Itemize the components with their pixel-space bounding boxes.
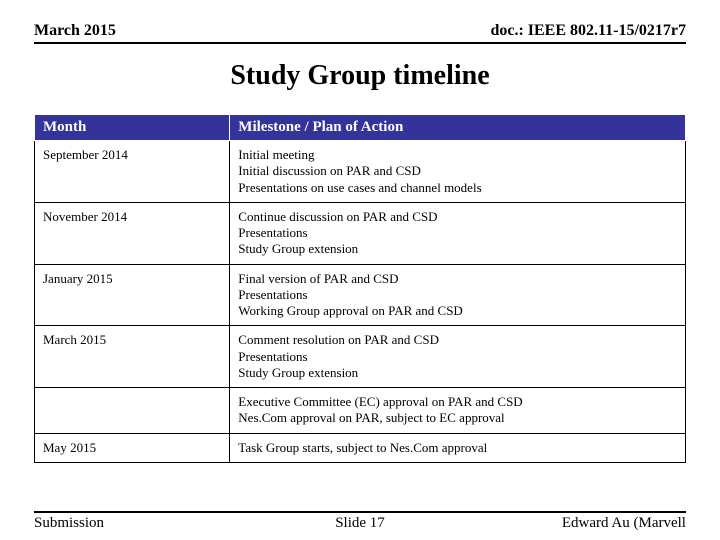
- milestone-line: Study Group extension: [238, 365, 677, 381]
- table-row: Executive Committee (EC) approval on PAR…: [35, 388, 686, 434]
- milestone-line: Final version of PAR and CSD: [238, 271, 677, 287]
- col-milestone: Milestone / Plan of Action: [230, 115, 686, 141]
- milestone-line: Presentations: [238, 287, 677, 303]
- header-doc: doc.: IEEE 802.11-15/0217r7: [490, 22, 686, 40]
- footer-right: Edward Au (Marvell: [469, 515, 686, 532]
- cell-milestone: Executive Committee (EC) approval on PAR…: [230, 388, 686, 434]
- cell-month: January 2015: [35, 264, 230, 326]
- cell-milestone: Initial meetingInitial discussion on PAR…: [230, 141, 686, 203]
- table-header-row: Month Milestone / Plan of Action: [35, 115, 686, 141]
- cell-month: November 2014: [35, 202, 230, 264]
- cell-milestone: Task Group starts, subject to Nes.Com ap…: [230, 433, 686, 462]
- milestone-line: Continue discussion on PAR and CSD: [238, 209, 677, 225]
- table-row: May 2015 Task Group starts, subject to Ne…: [35, 433, 686, 462]
- header-date: March 2015: [34, 22, 116, 40]
- table-row: November 2014Continue discussion on PAR …: [35, 202, 686, 264]
- cell-milestone: Final version of PAR and CSDPresentation…: [230, 264, 686, 326]
- milestone-line: Presentations: [238, 349, 677, 365]
- header: March 2015 doc.: IEEE 802.11-15/0217r7: [34, 22, 686, 44]
- milestone-line: Initial meeting: [238, 147, 677, 163]
- cell-month: May 2015: [35, 433, 230, 462]
- milestone-line: Task Group starts, subject to Nes.Com ap…: [238, 440, 677, 456]
- table-row: September 2014Initial meetingInitial dis…: [35, 141, 686, 203]
- timeline-table: Month Milestone / Plan of Action Septemb…: [34, 114, 686, 463]
- cell-milestone: Comment resolution on PAR and CSDPresent…: [230, 326, 686, 388]
- col-month: Month: [35, 115, 230, 141]
- cell-month: March 2015: [35, 326, 230, 388]
- milestone-line: Study Group extension: [238, 241, 677, 257]
- cell-milestone: Continue discussion on PAR and CSDPresen…: [230, 202, 686, 264]
- table-row: January 2015Final version of PAR and CSD…: [35, 264, 686, 326]
- milestone-line: Comment resolution on PAR and CSD: [238, 332, 677, 348]
- cell-month: [35, 388, 230, 434]
- milestone-line: Working Group approval on PAR and CSD: [238, 303, 677, 319]
- footer-center: Slide 17: [251, 515, 468, 532]
- page-title: Study Group timeline: [34, 60, 686, 92]
- footer: Submission Slide 17 Edward Au (Marvell: [34, 511, 686, 532]
- table-row: March 2015Comment resolution on PAR and …: [35, 326, 686, 388]
- footer-left: Submission: [34, 515, 251, 532]
- milestone-line: Presentations on use cases and channel m…: [238, 180, 677, 196]
- milestone-line: Initial discussion on PAR and CSD: [238, 163, 677, 179]
- milestone-line: Executive Committee (EC) approval on PAR…: [238, 394, 677, 410]
- milestone-line: Nes.Com approval on PAR, subject to EC a…: [238, 410, 677, 426]
- milestone-line: Presentations: [238, 225, 677, 241]
- cell-month: September 2014: [35, 141, 230, 203]
